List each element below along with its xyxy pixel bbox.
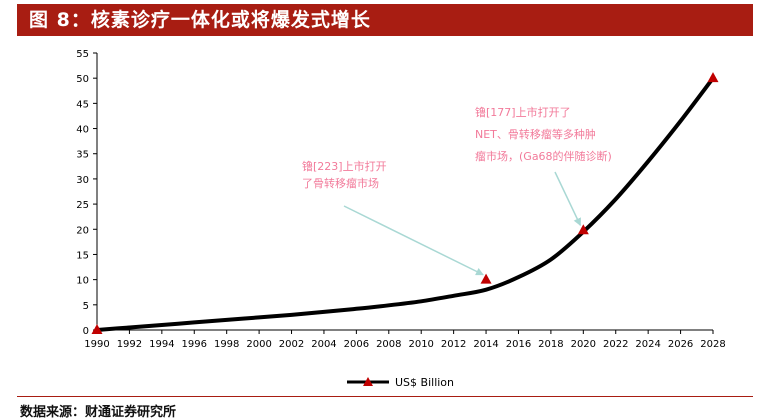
annotation-text: 瘤市场，(Ga68的伴随诊断) bbox=[475, 149, 612, 163]
x-tick-label: 2018 bbox=[538, 339, 563, 350]
x-tick-label: 2026 bbox=[668, 339, 693, 350]
chart-area: 55 50 45 40 35 30 25 20 15 10 5 0 1990 1992 1994 1996 1… bbox=[17, 38, 753, 396]
x-tick-label: 2010 bbox=[408, 339, 433, 350]
x-tick-label: 1994 bbox=[149, 339, 174, 350]
x-tick-label: 1996 bbox=[182, 339, 207, 350]
x-tick-label: 2024 bbox=[635, 339, 660, 350]
y-tick-label: 40 bbox=[76, 125, 89, 136]
annotation-text: 镥[223]上市打开 bbox=[302, 159, 387, 173]
x-tick-label: 2028 bbox=[700, 339, 725, 350]
data-point-marker bbox=[91, 324, 103, 334]
legend: US$ Billion bbox=[347, 376, 454, 389]
y-tick-label: 5 bbox=[83, 301, 89, 312]
series-layer bbox=[91, 72, 719, 334]
legend-label: US$ Billion bbox=[395, 376, 454, 389]
y-tick-label: 10 bbox=[76, 276, 89, 287]
bottom-divider bbox=[17, 396, 753, 397]
x-tick-label: 2006 bbox=[344, 339, 369, 350]
annotation-arrow bbox=[554, 171, 581, 227]
x-tick-label: 2016 bbox=[506, 339, 531, 350]
x-tick-label: 1998 bbox=[214, 339, 239, 350]
source-note: 数据来源：财通证券研究所 bbox=[20, 405, 177, 420]
x-tick-label: 1992 bbox=[117, 339, 142, 350]
data-point-marker bbox=[577, 224, 589, 235]
x-axis-ticks: 1990 1992 1994 1996 1998 2000 2002 2004 2006 2008… bbox=[84, 330, 726, 350]
x-tick-label: 2004 bbox=[311, 339, 336, 350]
y-tick-label: 50 bbox=[76, 74, 89, 85]
annotation-text: 了骨转移瘤市场 bbox=[302, 176, 379, 190]
y-tick-label: 0 bbox=[83, 326, 89, 337]
annotation-text: 镥[177]上市打开了 bbox=[475, 105, 571, 119]
x-tick-label: 2000 bbox=[246, 339, 271, 350]
x-tick-label: 2020 bbox=[571, 339, 596, 350]
data-point-marker bbox=[480, 273, 492, 284]
y-tick-label: 15 bbox=[76, 250, 89, 261]
y-tick-label: 45 bbox=[76, 99, 89, 110]
x-tick-label: 2022 bbox=[603, 339, 628, 350]
y-tick-label: 35 bbox=[76, 150, 89, 161]
annotation-arrow bbox=[343, 205, 484, 276]
y-tick-label: 55 bbox=[76, 49, 89, 60]
y-tick-label: 25 bbox=[76, 200, 89, 211]
x-tick-label: 2012 bbox=[441, 339, 466, 350]
x-tick-label: 2014 bbox=[473, 339, 498, 350]
x-tick-label: 1990 bbox=[84, 339, 109, 350]
y-tick-label: 30 bbox=[76, 175, 89, 186]
plot-frame bbox=[96, 53, 713, 331]
annotation-text: NET、骨转移瘤等多种肿 bbox=[475, 127, 596, 141]
x-tick-label: 2002 bbox=[279, 339, 304, 350]
legend-marker-swatch bbox=[363, 377, 373, 386]
series-line bbox=[95, 76, 715, 332]
y-tick-label: 20 bbox=[76, 225, 89, 236]
chart-title: 图 8：核素诊疗一体化或将爆发式增长 bbox=[17, 4, 753, 36]
data-point-marker bbox=[707, 72, 719, 83]
x-tick-label: 2008 bbox=[376, 339, 401, 350]
